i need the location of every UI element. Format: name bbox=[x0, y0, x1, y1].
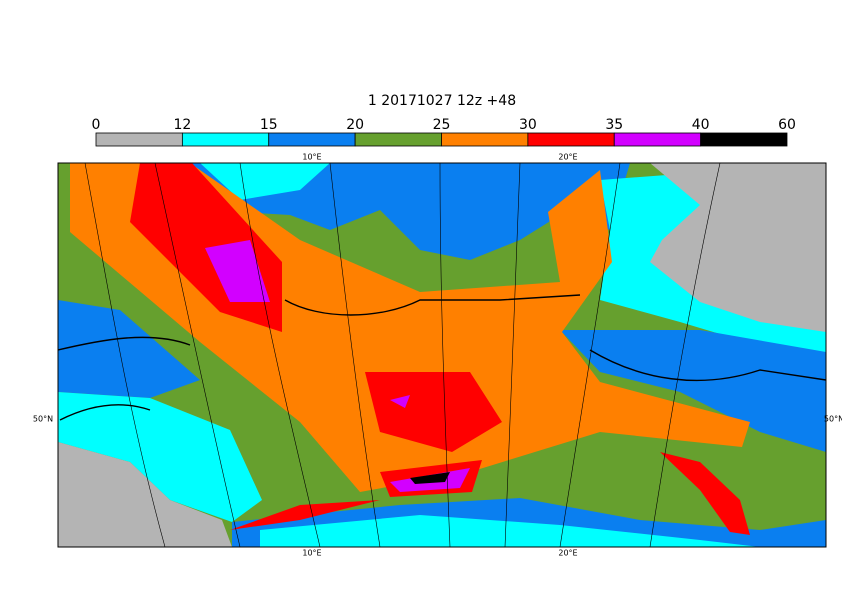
colorbar-segment bbox=[268, 132, 356, 147]
colorbar-segment bbox=[95, 132, 183, 147]
colorbar-label: 15 bbox=[260, 117, 278, 133]
lat-label: 50°N bbox=[824, 415, 842, 424]
colorbar-label: 35 bbox=[605, 117, 623, 133]
colorbar-label: 30 bbox=[519, 117, 537, 133]
title: 1 20171027 12z +48 bbox=[368, 93, 516, 109]
colorbar-label: 40 bbox=[692, 117, 710, 133]
field bbox=[58, 163, 826, 547]
colorbar-segment bbox=[613, 132, 702, 147]
colorbar-label: 25 bbox=[433, 117, 451, 133]
colorbar-label: 0 bbox=[92, 117, 101, 133]
colorbar-segment bbox=[441, 132, 529, 147]
colorbar-segment bbox=[181, 132, 270, 147]
colorbar: 0 12 15 20 25 30 35 40 60 bbox=[92, 117, 796, 147]
lon-label: 20°E bbox=[558, 549, 577, 558]
lon-label: 10°E bbox=[302, 153, 321, 162]
colorbar-label: 12 bbox=[173, 117, 191, 133]
map-frame bbox=[57, 162, 827, 548]
colorbar-label: 60 bbox=[778, 117, 796, 133]
lon-label: 20°E bbox=[558, 153, 577, 162]
colorbar-label: 20 bbox=[346, 117, 364, 133]
lon-label: 10°E bbox=[302, 549, 321, 558]
colorbar-segment bbox=[354, 132, 442, 147]
colorbar-segment bbox=[527, 132, 615, 147]
lat-label: 50°N bbox=[33, 415, 53, 424]
colorbar-segment bbox=[700, 132, 788, 147]
